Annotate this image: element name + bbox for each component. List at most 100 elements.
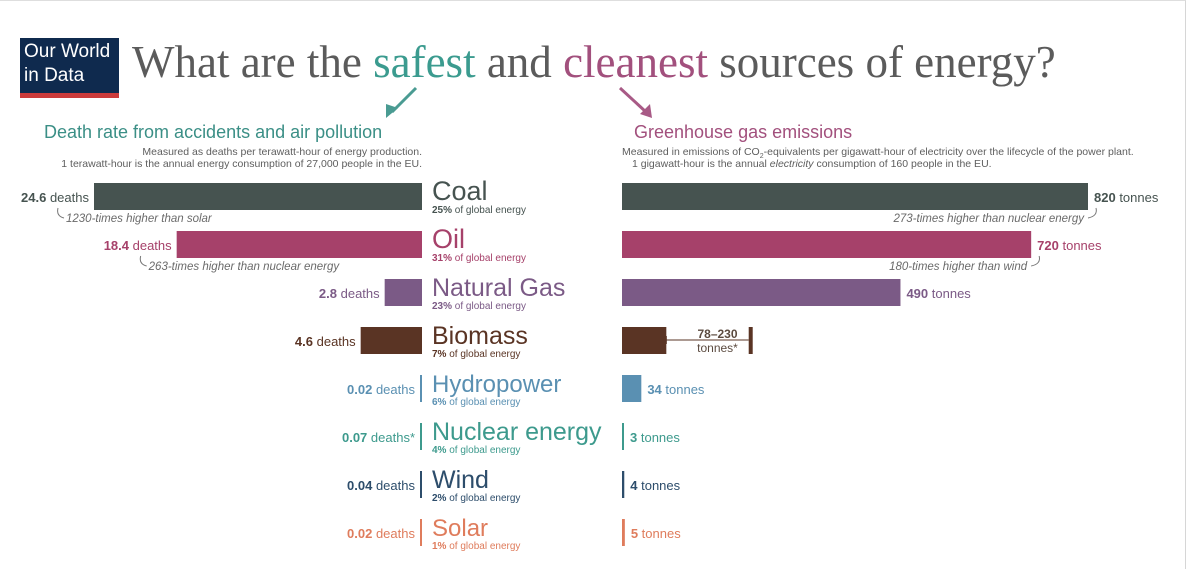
range-label: 78–230 [697,327,737,341]
share-suffix-natural-gas: of global energy [452,301,526,312]
ghg-value-oil: 720 [1037,238,1059,253]
ghg-annotation-connector-0 [1087,207,1097,219]
share-suffix-oil: of global energy [452,253,526,264]
left-panel-title: Death rate from accidents and air pollut… [44,122,383,142]
share-value-hydropower: 6% [432,397,447,408]
share-value-coal: 25% [432,205,452,216]
ghg-unit-hydropower: tonnes [662,382,705,397]
ghg-bar-solar [622,519,625,546]
share-label-hydropower: 6% of global energy [432,397,520,408]
death-value-wind: 0.04 [347,478,373,493]
share-value-natural-gas: 23% [432,301,452,312]
share-suffix-hydropower: of global energy [446,397,520,408]
ghg-bar-hydropower [622,375,642,402]
ghg-annotation-1: 180-times higher than wind [889,255,1040,273]
death-annotation-connector-0 [57,207,65,219]
death-label-oil: 18.4 deaths [104,238,172,253]
share-suffix-coal: of global energy [452,205,526,216]
right-panel-subtitle-1: Measured in emissions of CO2-equivalents… [622,146,1134,163]
share-suffix-solar: of global energy [446,541,520,552]
death-bar-biomass [360,327,422,354]
death-bar-wind [420,471,422,498]
ghg-annotation-text-1: 180-times higher than wind [889,261,1028,273]
ghg-label-solar: 5 tonnes [631,526,681,541]
death-label-biomass: 4.6 deaths [295,334,356,349]
death-annotation-1: 263-times higher than nuclear energy [139,255,341,273]
title-part2: and [475,37,564,87]
death-annotation-0: 1230-times higher than solar [57,207,213,225]
death-annotation-text-0: 1230-times higher than solar [66,213,213,225]
death-annotation-text-1: 263-times higher than nuclear energy [148,261,341,273]
category-label-biomass: Biomass [432,322,528,350]
death-label-nuclear-energy: 0.07 deaths* [342,430,415,445]
right-panel-subtitle-2: 1 gigawatt-hour is the annual electricit… [632,158,992,170]
share-label-oil: 31% of global energy [432,253,526,264]
death-unit-wind: deaths [372,478,415,493]
share-suffix-wind: of global energy [446,493,520,504]
logo-line2: in Data [24,65,85,86]
ghg-unit-coal: tonnes [1116,190,1159,205]
right-subtitle-1-post: -equivalents per gigawatt-hour of electr… [763,146,1134,158]
ghg-value-solar: 5 [631,526,638,541]
title-safest: safest [373,37,476,87]
ghg-label-oil: 720 tonnes [1037,238,1102,253]
ghg-bar-oil [622,231,1032,258]
share-value-biomass: 7% [432,349,447,360]
category-label-nuclear-energy: Nuclear energy [432,418,602,446]
category-label-wind: Wind [432,466,489,494]
share-value-solar: 1% [432,541,447,552]
page-title: What are the safest and cleanest sources… [132,36,1056,88]
share-label-biomass: 7% of global energy [432,349,520,360]
owid-logo[interactable]: Our World in Data [20,38,119,98]
share-label-coal: 25% of global energy [432,205,526,216]
ghg-bar-natural-gas [622,279,901,306]
death-label-natural-gas: 2.8 deaths [319,286,380,301]
death-unit-coal: deaths [46,190,89,205]
title-cleanest: cleanest [563,37,708,87]
death-value-nuclear-energy: 0.07 [342,430,367,445]
category-label-oil: Oil [432,224,465,254]
death-bar-natural-gas [384,279,422,306]
death-value-solar: 0.02 [347,526,372,541]
category-label-natural-gas: Natural Gas [432,274,565,302]
ghg-value-wind: 4 [630,478,638,493]
ghg-unit-solar: tonnes [638,526,681,541]
ghg-bar-nuclear-energy [622,423,624,450]
ghg-label-hydropower: 34 tonnes [647,382,705,397]
death-bar-coal [94,183,422,210]
share-label-wind: 2% of global energy [432,493,520,504]
death-bar-hydropower [420,375,422,402]
ghg-label-coal: 820 tonnes [1094,190,1159,205]
category-label-coal: Coal [432,176,488,206]
death-unit-biomass: deaths [313,334,356,349]
ghg-bar-wind [622,471,625,498]
share-label-nuclear-energy: 4% of global energy [432,445,520,456]
ghg-bar-biomass [622,327,667,354]
right-subtitle-2-post: consumption of 160 people in the EU. [813,158,992,170]
death-unit-natural-gas: deaths [337,286,380,301]
ghg-annotation-0: 273-times higher than nuclear energy [892,207,1097,225]
ghg-label-wind: 4 tonnes [630,478,680,493]
right-subtitle-1-pre: Measured in emissions of CO [622,146,760,158]
ghg-label-nuclear-energy: 3 tonnes [630,430,680,445]
ghg-bar-coal [622,183,1088,210]
death-value-oil: 18.4 [104,238,130,253]
title-part1: What are the [132,37,374,87]
left-panel-subtitle-2: 1 terawatt-hour is the annual energy con… [61,158,422,170]
ghg-annotation-text-0: 273-times higher than nuclear energy [892,213,1085,225]
share-value-nuclear-energy: 4% [432,445,447,456]
death-label-solar: 0.02 deaths [347,526,415,541]
safest-arrow-icon [386,86,418,118]
death-label-coal: 24.6 deaths [21,190,89,205]
ghg-value-natural-gas: 490 [906,286,928,301]
